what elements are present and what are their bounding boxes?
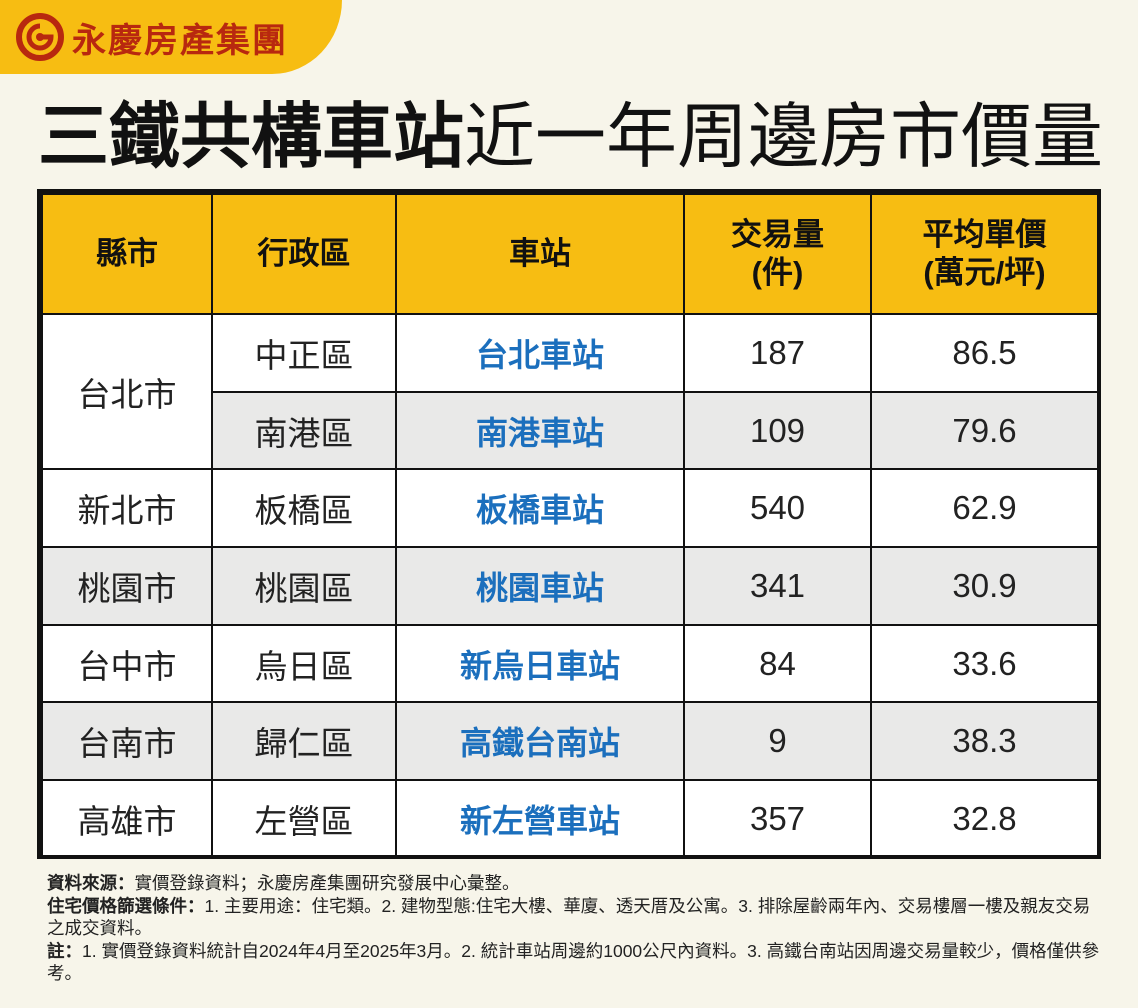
brand-logo-icon [16, 13, 64, 61]
county-cell: 台南市 [41, 701, 213, 782]
header-price-line1: 平均單價 [922, 217, 1047, 253]
table-row: 高雄市 左營區 新左營車站 357 32.8 [41, 779, 1099, 859]
note-remark-text: 1. 實價登錄資料統計自2024年4月至2025年3月。2. 統計車站周邊約10… [47, 941, 1100, 983]
header-volume: 交易量 (件) [683, 193, 872, 315]
note-remark: 註：1. 實價登錄資料統計自2024年4月至2025年3月。2. 統計車站周邊約… [47, 940, 1107, 984]
table-row: 南港區 南港車站 109 79.6 [42, 390, 1099, 471]
county-cell: 高雄市 [41, 779, 213, 859]
station-cell: 板橋車站 [395, 468, 685, 549]
volume-cell: 109 [683, 390, 872, 471]
district-cell: 南港區 [211, 390, 397, 471]
price-cell: 33.6 [870, 623, 1099, 704]
note-source: 資料來源：實價登錄資料；永慶房產集團研究發展中心彙整。 [47, 872, 1107, 894]
volume-cell: 84 [683, 623, 872, 704]
note-filter: 住宅價格篩選條件：1. 主要用途：住宅類。2. 建物型態:住宅大樓、華廈、透天厝… [47, 895, 1107, 939]
table-row: 台北市 中正區 台北車站 187 86.5 [41, 312, 1099, 471]
header-district: 行政區 [211, 193, 397, 315]
county-cell: 台北市 [41, 312, 213, 471]
price-cell: 86.5 [870, 313, 1099, 393]
district-cell: 桃園區 [211, 546, 397, 626]
district-cell: 中正區 [211, 313, 397, 393]
header-volume-line1: 交易量 [731, 217, 824, 253]
station-cell: 桃園車站 [395, 546, 685, 626]
brand-banner: 永慶房產集團 [0, 0, 342, 74]
table-row: 新北市 板橋區 板橋車站 540 62.9 [41, 468, 1099, 549]
volume-cell: 9 [683, 701, 872, 782]
price-cell: 38.3 [870, 701, 1099, 782]
header-price-line2: (萬元/坪) [923, 255, 1046, 290]
price-cell: 32.8 [870, 779, 1099, 859]
note-source-key: 資料來源： [47, 873, 135, 893]
table-row: 台中市 烏日區 新烏日車站 84 33.6 [41, 623, 1099, 704]
data-table: 縣市 行政區 車站 交易量 (件) 平均單價 (萬元/坪) 台北市 中正區 台北車站… [37, 189, 1101, 859]
price-cell: 79.6 [870, 390, 1099, 471]
price-cell: 30.9 [870, 546, 1099, 626]
district-cell: 左營區 [211, 779, 397, 859]
note-filter-key: 住宅價格篩選條件： [47, 896, 205, 916]
table-row: 桃園市 桃園區 桃園車站 341 30.9 [41, 546, 1099, 626]
footnotes: 資料來源：實價登錄資料；永慶房產集團研究發展中心彙整。 住宅價格篩選條件：1. … [47, 872, 1107, 985]
header-county: 縣市 [41, 193, 213, 315]
page-title: 三鐵共構車站 近一年周邊房市價量 [38, 88, 1118, 184]
header-station: 車站 [395, 193, 685, 315]
station-cell: 新烏日車站 [395, 623, 685, 704]
station-cell: 南港車站 [395, 390, 685, 471]
table-header-row: 縣市 行政區 車站 交易量 (件) 平均單價 (萬元/坪) [41, 193, 1099, 315]
county-cell: 台中市 [41, 623, 213, 704]
volume-cell: 341 [683, 546, 872, 626]
station-cell: 台北車站 [395, 313, 685, 393]
district-cell: 歸仁區 [211, 701, 397, 782]
header-price: 平均單價 (萬元/坪) [870, 193, 1099, 315]
volume-cell: 187 [683, 313, 872, 393]
county-cell: 桃園市 [41, 546, 213, 626]
table-row: 台南市 歸仁區 高鐵台南站 9 38.3 [41, 701, 1099, 782]
station-cell: 高鐵台南站 [395, 701, 685, 782]
volume-cell: 357 [683, 779, 872, 859]
price-cell: 62.9 [870, 468, 1099, 549]
brand-name: 永慶房產集團 [72, 20, 288, 61]
title-bold: 三鐵共構車站 [38, 94, 465, 178]
title-light: 近一年周邊房市價量 [464, 94, 1104, 178]
volume-cell: 540 [683, 468, 872, 549]
header-volume-line2: (件) [751, 255, 804, 290]
note-filter-text: 1. 主要用途：住宅類。2. 建物型態:住宅大樓、華廈、透天厝及公寓。3. 排除… [47, 896, 1091, 938]
district-cell: 烏日區 [211, 623, 397, 704]
note-remark-key: 註： [47, 941, 82, 961]
district-cell: 板橋區 [211, 468, 397, 549]
county-cell: 新北市 [41, 468, 213, 549]
station-cell: 新左營車站 [395, 779, 685, 859]
note-source-text: 實價登錄資料；永慶房產集團研究發展中心彙整。 [134, 873, 520, 893]
